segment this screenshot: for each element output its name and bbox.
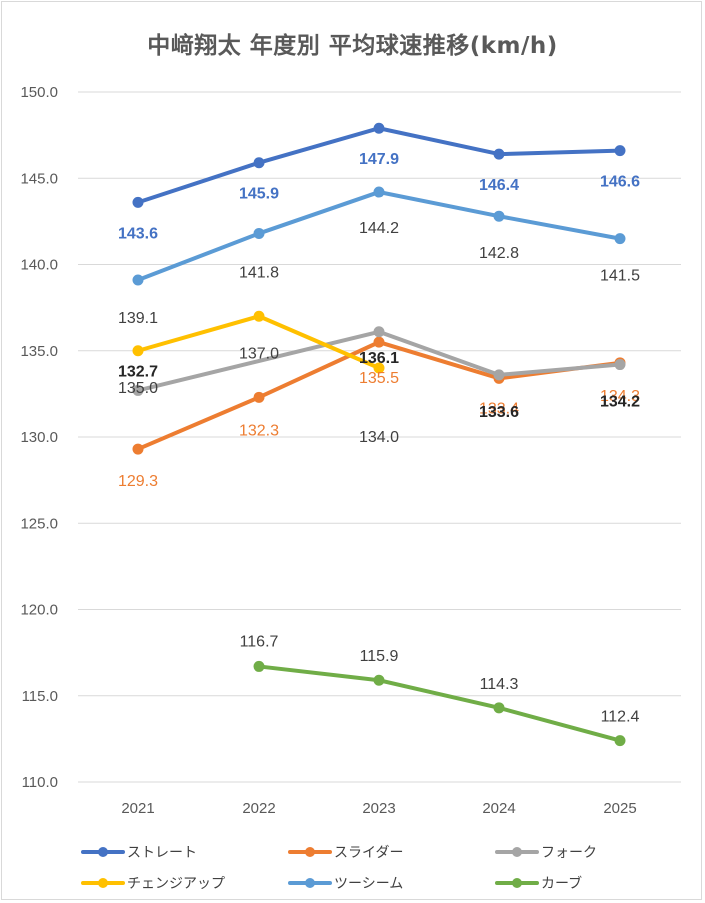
data-point xyxy=(253,660,265,672)
data-point xyxy=(253,157,265,169)
series-line xyxy=(136,329,622,393)
data-label: 141.8 xyxy=(239,264,279,281)
data-point xyxy=(253,310,265,322)
x-tick-label: 2021 xyxy=(121,800,154,817)
data-label: 135.5 xyxy=(359,370,399,387)
y-tick-label: 145.0 xyxy=(20,170,58,187)
data-label: 135.0 xyxy=(118,380,158,397)
legend-label: ストレート xyxy=(127,845,197,861)
data-label: 134.0 xyxy=(359,429,399,446)
y-tick-label: 130.0 xyxy=(20,429,58,446)
legend-label: フォーク xyxy=(541,845,597,861)
data-point xyxy=(132,274,144,286)
legend-swatch-marker xyxy=(512,878,522,888)
data-point xyxy=(614,735,626,747)
data-point xyxy=(493,702,505,714)
data-label: 132.3 xyxy=(239,422,279,439)
data-point xyxy=(132,384,144,396)
data-label: 137.0 xyxy=(239,345,279,362)
data-point xyxy=(132,345,144,357)
data-point xyxy=(614,145,626,157)
data-point xyxy=(614,359,626,371)
data-label: 146.4 xyxy=(479,177,519,194)
data-label: 141.5 xyxy=(600,268,640,285)
y-tick-label: 115.0 xyxy=(22,688,58,705)
series-line xyxy=(257,664,622,743)
data-point xyxy=(493,210,505,222)
data-label: 146.6 xyxy=(600,174,640,191)
data-point xyxy=(373,336,385,348)
legend-swatch-marker xyxy=(305,878,315,888)
data-label: 143.6 xyxy=(118,225,158,242)
x-tick-label: 2023 xyxy=(362,800,395,817)
x-tick-label: 2024 xyxy=(482,800,515,817)
data-point xyxy=(493,369,505,381)
data-label: 132.7 xyxy=(118,363,158,380)
data-point xyxy=(373,326,385,338)
data-point xyxy=(493,148,505,160)
data-point xyxy=(253,227,265,239)
data-label: 112.4 xyxy=(601,709,640,726)
y-tick-label: 110.0 xyxy=(22,774,58,791)
data-point xyxy=(132,196,144,208)
legend-swatch-marker xyxy=(98,847,108,857)
data-label: 133.4 xyxy=(479,400,519,417)
data-label: 134.3 xyxy=(600,388,640,405)
legend-label: カーブ xyxy=(541,875,582,892)
data-label: 145.9 xyxy=(239,186,279,203)
legend-swatch-marker xyxy=(98,878,108,888)
data-label: 114.3 xyxy=(480,676,519,693)
y-tick-label: 125.0 xyxy=(20,515,58,532)
legend-label: ツーシーム xyxy=(334,876,403,892)
y-tick-label: 120.0 xyxy=(20,602,58,619)
data-label: 136.1 xyxy=(359,350,399,367)
chart-title: 中﨑翔太 年度別 平均球速推移(km/h) xyxy=(147,33,558,59)
data-point xyxy=(132,443,144,455)
legend-label: スライダー xyxy=(334,845,403,861)
y-tick-label: 140.0 xyxy=(20,257,58,274)
data-label: 133.6 xyxy=(479,404,519,421)
y-tick-label: 150.0 xyxy=(20,84,58,101)
data-label: 115.9 xyxy=(360,648,399,665)
data-point xyxy=(614,233,626,245)
data-label: 144.2 xyxy=(359,220,399,237)
legend-swatch-marker xyxy=(512,847,522,857)
data-label: 134.2 xyxy=(600,394,640,411)
data-point xyxy=(373,362,385,374)
x-tick-label: 2022 xyxy=(242,800,275,817)
x-tick-label: 2025 xyxy=(603,800,636,817)
legend-swatch-marker xyxy=(305,847,315,857)
data-label: 142.8 xyxy=(479,245,519,262)
data-point xyxy=(373,674,385,686)
data-point xyxy=(373,186,385,198)
data-point xyxy=(373,122,385,134)
y-tick-label: 135.0 xyxy=(20,343,58,360)
data-label: 116.7 xyxy=(240,633,279,650)
data-label: 139.1 xyxy=(118,310,158,327)
data-label: 129.3 xyxy=(118,473,158,490)
data-point xyxy=(253,391,265,403)
data-label: 147.9 xyxy=(359,151,399,168)
legend-label: チェンジアップ xyxy=(127,876,225,892)
